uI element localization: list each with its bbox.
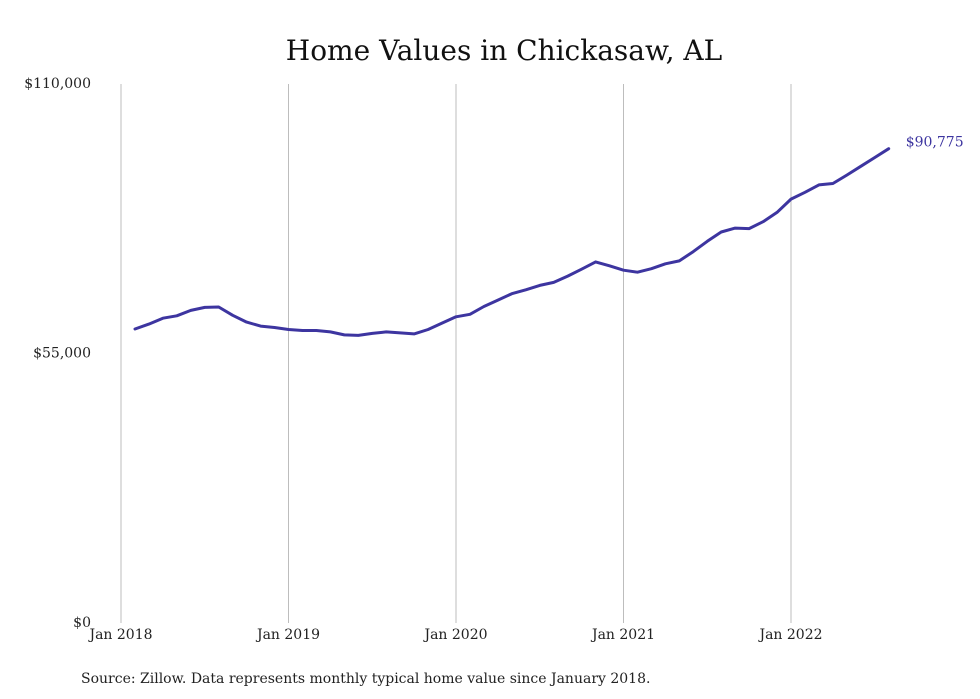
x-tick-label: Jan 2021 bbox=[590, 627, 655, 643]
source-note: Source: Zillow. Data represents monthly … bbox=[81, 671, 650, 687]
x-tick-label: Jan 2018 bbox=[87, 627, 152, 643]
y-axis-tick-labels: $0 $55,000 $110,000 bbox=[24, 76, 91, 631]
end-value-label: $90,775 bbox=[906, 135, 964, 151]
vertical-gridlines bbox=[120, 84, 792, 623]
y-tick-label: $55,000 bbox=[33, 346, 91, 362]
series-layer bbox=[133, 147, 891, 337]
x-tick-label: Jan 2020 bbox=[422, 627, 487, 643]
y-tick-label: $0 bbox=[73, 615, 91, 631]
y-tick-label: $110,000 bbox=[24, 76, 91, 92]
end-value-label-group: $90,775 bbox=[906, 135, 964, 151]
x-axis-tick-labels: Jan 2018 Jan 2019 Jan 2020 Jan 2021 Jan 2022 bbox=[87, 627, 822, 643]
series-line bbox=[133, 147, 891, 337]
x-tick-label: Jan 2022 bbox=[757, 627, 822, 643]
x-tick-label: Jan 2019 bbox=[255, 627, 320, 643]
chart-title: Home Values in Chickasaw, AL bbox=[286, 34, 722, 67]
